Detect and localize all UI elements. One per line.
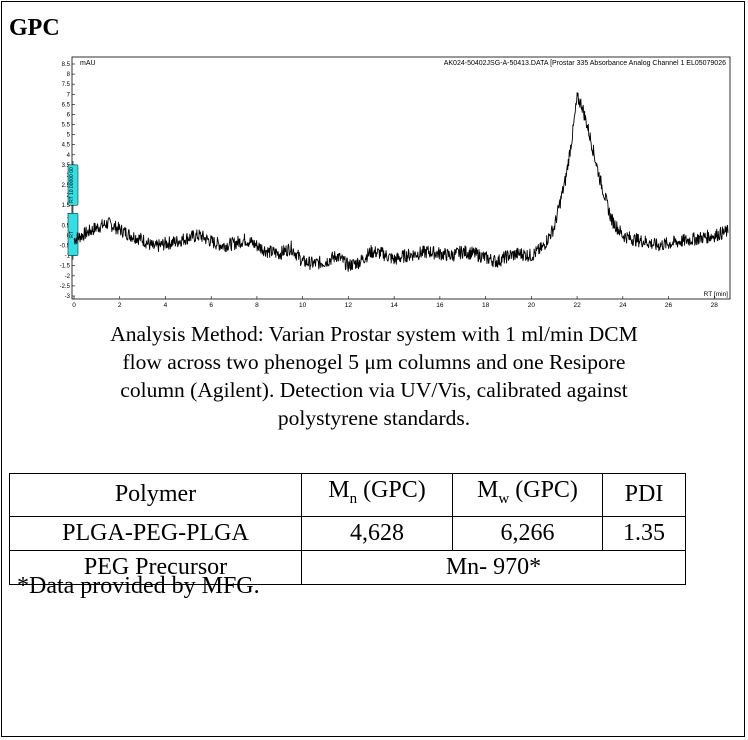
- cell-mw: 6,266: [452, 515, 603, 551]
- y-tick-label: 4.5: [62, 143, 71, 149]
- mw-symbol: M: [477, 477, 499, 503]
- y-tick-label: -1.5: [60, 264, 71, 270]
- y-tick-label: 0.5: [62, 223, 71, 229]
- x-axis-ticks: 0 2 4 6 8 10 12 14 16 18 20 22 24 26 28: [72, 296, 718, 309]
- mn-method: (GPC): [357, 477, 426, 503]
- x-axis-label: RT [min]: [704, 291, 729, 298]
- x-tick-label: 20: [528, 302, 536, 309]
- y-tick-label: 6: [67, 112, 71, 118]
- cell-pdi: 1.35: [602, 515, 686, 551]
- y-tick-label: 5.5: [62, 123, 71, 129]
- header-mw: Mw (GPC): [452, 473, 603, 517]
- x-tick-label: 18: [482, 302, 490, 309]
- header-mn: Mn (GPC): [301, 473, 453, 517]
- y-tick-label: -3: [65, 294, 71, 300]
- x-tick-label: 0: [72, 302, 76, 309]
- y-tick-label: 8: [67, 72, 71, 78]
- x-tick-label: 10: [299, 302, 307, 309]
- cell-mn: 4,628: [301, 515, 453, 551]
- header-polymer: Polymer: [9, 473, 302, 517]
- x-tick-label: 8: [255, 302, 259, 309]
- y-tick-label: 4: [67, 153, 71, 159]
- plot-area: mAU AK024-50402JSG-A-50413.DATA [Prostar…: [60, 56, 731, 309]
- y-tick-label: 6.5: [62, 102, 71, 108]
- mw-method: (GPC): [509, 477, 578, 503]
- gpc-chromatogram: mAU AK024-50402JSG-A-50413.DATA [Prostar…: [60, 56, 731, 309]
- mw-subscript: w: [498, 490, 510, 507]
- x-tick-label: 2: [118, 302, 122, 309]
- footnote: *Data provided by MFG.: [17, 573, 260, 599]
- integration-markers: RT 10.00000 00 RT: [67, 160, 79, 260]
- y-tick-label: 3.5: [62, 163, 71, 169]
- header-pdi: PDI: [602, 473, 686, 517]
- x-tick-label: 24: [619, 302, 627, 309]
- cell-precursor-mn: Mn- 970*: [301, 549, 686, 585]
- integration-marker-lower: [67, 213, 79, 256]
- x-tick-label: 16: [436, 302, 444, 309]
- mn-symbol: M: [328, 477, 350, 503]
- cell-polymer: PLGA-PEG-PLGA: [9, 515, 302, 551]
- x-tick-label: 6: [209, 302, 213, 309]
- table-row: PEG Precursor Mn- 970*: [9, 549, 686, 585]
- series-layer: [73, 92, 729, 272]
- cell-polymer: PEG Precursor: [9, 549, 302, 585]
- y-tick-label: 1.5: [62, 203, 71, 209]
- y-tick-label: -2: [65, 274, 71, 280]
- chromatogram-trace: [73, 92, 729, 272]
- data-file-label: AK024-50402JSG-A-50413.DATA [Prostar 335…: [444, 60, 726, 67]
- x-tick-label: 4: [164, 302, 168, 309]
- x-tick-label: 26: [665, 302, 673, 309]
- table-row: PLGA-PEG-PLGA 4,628 6,266 1.35: [9, 515, 686, 551]
- y-tick-label: 2.5: [62, 183, 71, 189]
- y-tick-label: -2.5: [60, 284, 71, 290]
- section-heading: GPC: [9, 15, 60, 41]
- y-tick-label: -0.5: [60, 244, 71, 250]
- integration-marker-lower-label: RT: [69, 231, 75, 238]
- integration-marker-upper: [67, 164, 79, 206]
- y-tick-label: 5: [67, 133, 71, 139]
- x-tick-label: 28: [711, 302, 719, 309]
- plot-border: [71, 56, 731, 300]
- x-tick-label: 14: [391, 302, 399, 309]
- x-tick-label: 22: [573, 302, 581, 309]
- y-tick-label: -1: [65, 254, 71, 260]
- molecular-weight-table: Polymer Mn (GPC) Mw (GPC) PDI PLGA-PEG-P…: [9, 473, 686, 585]
- y-tick-label: 7: [67, 92, 71, 98]
- x-tick-label: 12: [345, 302, 353, 309]
- analysis-method-caption: Analysis Method: Varian Prostar system w…: [14, 320, 734, 432]
- y-tick-label: 8.5: [62, 62, 71, 68]
- y-unit-label: mAU: [80, 60, 96, 67]
- mn-subscript: n: [349, 490, 358, 507]
- y-tick-label: 7.5: [62, 82, 71, 88]
- integration-marker-upper-label: RT 10.00000 00: [69, 167, 75, 203]
- caption-line: column (Agilent). Detection via UV/Vis, …: [120, 378, 628, 402]
- table-header-row: Polymer Mn (GPC) Mw (GPC) PDI: [9, 473, 686, 517]
- caption-line: polystyrene standards.: [277, 406, 471, 430]
- caption-line: Analysis Method: Varian Prostar system w…: [110, 322, 638, 346]
- caption-line: flow across two phenogel 5 μm columns an…: [122, 350, 626, 374]
